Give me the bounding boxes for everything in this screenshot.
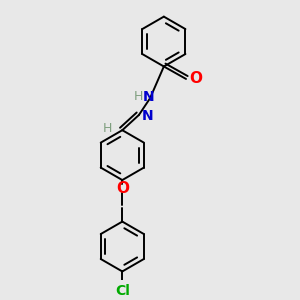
Text: N: N [143, 90, 154, 104]
Text: Cl: Cl [115, 284, 130, 298]
Text: N: N [142, 109, 154, 123]
Text: O: O [116, 181, 129, 196]
Text: H: H [102, 122, 112, 135]
Text: O: O [189, 71, 202, 86]
Text: H: H [134, 91, 143, 103]
